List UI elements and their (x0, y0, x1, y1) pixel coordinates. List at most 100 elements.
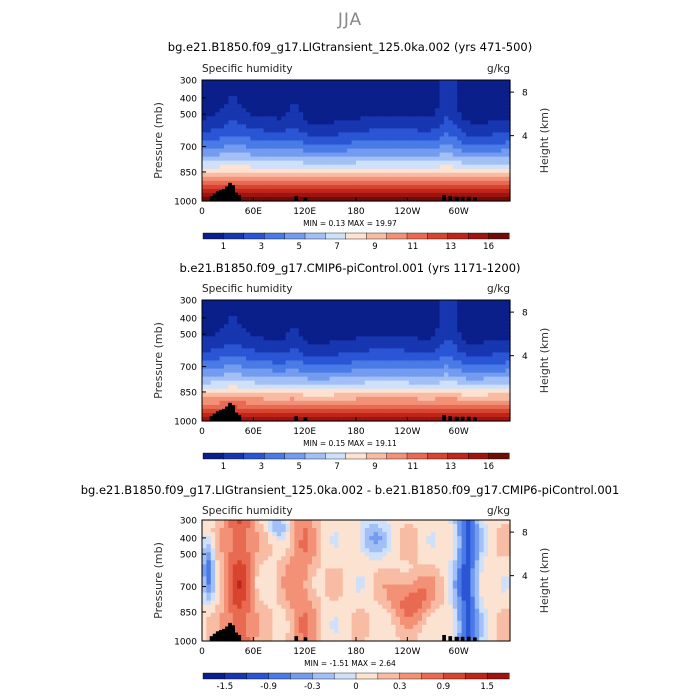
field-cell (219, 524, 225, 529)
field-cell (382, 356, 388, 362)
field-cell (439, 124, 445, 129)
field-cell (417, 172, 423, 178)
field-cell (466, 180, 471, 186)
field-cell (268, 376, 273, 382)
field-cell (461, 188, 467, 194)
field-cell (338, 400, 344, 406)
field-cell (378, 148, 383, 154)
field-cell (285, 372, 291, 378)
field-cell (210, 188, 216, 194)
field-cell (276, 148, 282, 154)
field-cell (228, 576, 234, 582)
field-cell (268, 192, 273, 198)
field-cell (400, 104, 405, 109)
field-cell (501, 404, 507, 410)
field-cell (215, 356, 221, 362)
field-cell (373, 88, 379, 93)
field-cell (422, 152, 427, 158)
field-cell (426, 316, 432, 321)
field-cell (259, 376, 265, 382)
field-cell (400, 96, 405, 101)
field-cell (417, 188, 423, 194)
field-cell (466, 396, 471, 402)
field-cell (215, 520, 221, 525)
field-cell (338, 404, 344, 410)
field-cell (294, 152, 300, 158)
field-cell (351, 392, 357, 398)
field-cell (202, 328, 207, 333)
field-cell (290, 616, 295, 622)
field-cell (452, 400, 458, 406)
field-cell (417, 416, 423, 422)
field-cell (210, 568, 216, 574)
field-cell (408, 152, 414, 158)
field-cell (263, 412, 269, 418)
field-cell (364, 412, 370, 418)
field-cell (470, 148, 476, 154)
field-cell (232, 308, 238, 313)
field-cell (307, 332, 313, 337)
field-cell (272, 304, 278, 309)
colorbar-swatch (284, 232, 306, 240)
field-cell (320, 352, 326, 358)
field-cell (237, 96, 243, 101)
field-cell (342, 88, 348, 93)
field-cell (395, 156, 401, 162)
field-cell (285, 116, 291, 121)
field-cell (430, 316, 436, 321)
field-cell (294, 396, 300, 402)
field-cell (246, 596, 251, 602)
field-cell (228, 536, 234, 541)
field-cell (479, 140, 485, 146)
field-cell (369, 368, 375, 374)
field-cell (408, 324, 414, 329)
field-cell (268, 608, 273, 614)
field-cell (351, 348, 357, 354)
field-cell (391, 360, 397, 366)
field-cell (259, 336, 265, 341)
field-cell (369, 320, 375, 325)
field-cell (224, 352, 229, 358)
field-cell (444, 400, 449, 406)
field-cell (338, 324, 344, 329)
field-cell (228, 540, 234, 545)
field-cell (259, 168, 265, 174)
field-cell (356, 352, 361, 358)
field-cell (501, 104, 507, 109)
field-cell (364, 360, 370, 366)
field-cell (439, 196, 445, 202)
field-cell (356, 408, 361, 414)
field-cell (439, 376, 445, 382)
field-cell (342, 152, 348, 158)
field-cell (237, 592, 243, 598)
field-cell (232, 328, 238, 333)
field-cell (254, 156, 260, 162)
field-cell (413, 112, 419, 117)
field-cell (373, 140, 379, 146)
field-cell (400, 168, 405, 174)
field-cell (457, 372, 463, 378)
field-cell (444, 324, 449, 329)
field-cell (417, 408, 423, 414)
field-cell (448, 172, 454, 178)
field-cell (338, 176, 344, 182)
field-cell (435, 120, 441, 125)
field-cell (391, 180, 397, 186)
field-cell (224, 600, 229, 606)
field-cell (430, 124, 436, 129)
field-cell (470, 144, 476, 150)
field-cell (470, 376, 476, 382)
field-cell (382, 396, 388, 402)
field-cells (202, 520, 511, 642)
field-cell (246, 340, 251, 345)
field-cell (232, 408, 238, 414)
field-cell (268, 588, 273, 594)
field-cell (325, 88, 331, 93)
field-cell (404, 344, 410, 349)
field-cell (448, 376, 454, 382)
field-cell (347, 376, 353, 382)
field-cell (439, 192, 445, 198)
field-cell (360, 300, 366, 305)
field-cell (281, 348, 287, 354)
field-cell (417, 372, 423, 378)
